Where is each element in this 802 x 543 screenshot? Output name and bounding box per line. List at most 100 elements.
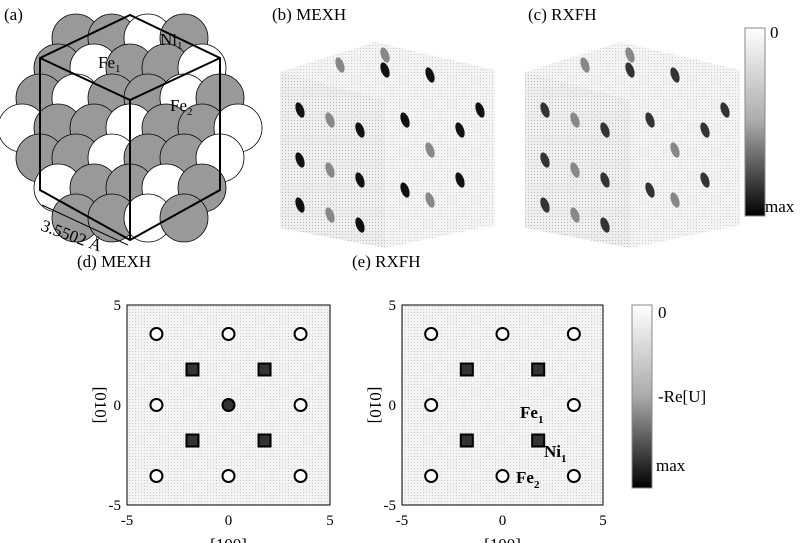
intensity-spot — [645, 112, 655, 128]
hologram-slice: (e) RXFH -5 5 0 0 5 -5 [100] [010] — [352, 252, 607, 543]
intensity-spot — [720, 102, 730, 118]
intensity-spot — [335, 57, 345, 73]
colorbar — [631, 304, 653, 489]
intensity-spot — [325, 112, 335, 128]
atom-marker — [566, 469, 581, 483]
panel-label: (b) MEXH — [272, 5, 346, 24]
atom — [159, 193, 209, 243]
intensity-spot — [570, 112, 580, 128]
intensity-spot — [600, 122, 610, 138]
crystal-model — [0, 13, 263, 246]
intensity-spot — [670, 192, 680, 208]
intensity-spot — [295, 197, 305, 213]
atom-marker — [221, 469, 236, 483]
atom-marker — [566, 398, 581, 412]
y-axis-label: [010] — [366, 387, 385, 424]
atom-marker — [293, 398, 308, 412]
x-tick-label: 5 — [326, 513, 334, 529]
intensity-spot — [295, 102, 305, 118]
atom-label: Ni1 — [544, 442, 567, 465]
intensity-spot — [700, 122, 710, 138]
atom-marker — [495, 469, 510, 483]
intensity-spot — [700, 172, 710, 188]
x-axis-label: [100] — [484, 535, 521, 543]
y-tick-label: 5 — [114, 298, 122, 314]
y-tick-label: 5 — [389, 298, 397, 314]
atom-marker — [531, 433, 546, 448]
intensity-spot — [355, 172, 365, 188]
intensity-spot — [380, 62, 390, 78]
colorbar — [744, 27, 766, 217]
x-tick-label: 0 — [225, 513, 233, 529]
atom-marker — [221, 398, 236, 412]
panel-label: (d) MEXH — [77, 252, 151, 271]
intensity-spot — [425, 192, 435, 208]
x-axis-label: [100] — [210, 535, 247, 543]
atom-marker — [149, 327, 164, 341]
colorbar-label: -Re[U] — [658, 387, 706, 406]
intensity-spot — [355, 217, 365, 233]
atom-marker — [149, 469, 164, 483]
hologram-slice: (d) MEXH -5 5 0 0 5 -5 [100] [010] — [77, 252, 334, 543]
cube-face — [280, 72, 385, 248]
intensity-spot — [580, 57, 590, 73]
intensity-spot — [645, 182, 655, 198]
x-tick-label: 0 — [499, 513, 507, 529]
x-tick-label: 5 — [599, 513, 607, 529]
intensity-spot — [540, 152, 550, 168]
hologram-cube — [280, 42, 495, 248]
atom-marker — [459, 433, 474, 448]
atom-marker — [293, 469, 308, 483]
y-tick-label: 0 — [114, 398, 122, 414]
intensity-spot — [625, 62, 635, 78]
intensity-spot — [400, 182, 410, 198]
intensity-spot — [670, 142, 680, 158]
y-axis-label: [010] — [91, 387, 110, 424]
colorbar-label: 0 — [658, 303, 667, 322]
intensity-spot — [400, 112, 410, 128]
atom-marker — [424, 327, 439, 341]
x-tick-label: -5 — [121, 513, 134, 529]
cube-face — [385, 70, 495, 248]
cube-face — [630, 70, 740, 248]
intensity-spot — [570, 162, 580, 178]
intensity-spot — [355, 122, 365, 138]
intensity-spot — [455, 172, 465, 188]
intensity-spot — [600, 172, 610, 188]
atom-marker — [257, 433, 272, 448]
intensity-spot — [295, 152, 305, 168]
panel-label: (c) RXFH — [528, 5, 596, 24]
intensity-spot — [425, 67, 435, 83]
y-tick-label: -5 — [384, 498, 397, 514]
colorbar-label: 0 — [770, 23, 779, 42]
intensity-spot — [600, 217, 610, 233]
intensity-spot — [540, 197, 550, 213]
unit-cell — [39, 13, 221, 242]
x-tick-label: -5 — [396, 513, 409, 529]
panel-label: (a) — [4, 5, 23, 24]
atom-marker — [221, 327, 236, 341]
colorbar-label: max — [656, 456, 686, 475]
atom-marker — [293, 327, 308, 341]
atom-marker — [149, 398, 164, 412]
intensity-spot — [325, 162, 335, 178]
dimension-arrow — [41, 204, 129, 246]
atom-marker — [424, 398, 439, 412]
panel-label: (e) RXFH — [352, 252, 420, 271]
intensity-spot — [670, 67, 680, 83]
atom-marker — [257, 362, 272, 377]
atom-marker — [566, 327, 581, 341]
atom-marker — [459, 362, 474, 377]
intensity-spot — [570, 207, 580, 223]
atom-label: Fe1 — [98, 53, 121, 75]
intensity-spot — [380, 47, 390, 63]
atom-label: Fe2 — [516, 468, 540, 491]
intensity-spot — [455, 122, 465, 138]
atom-marker — [185, 433, 200, 448]
y-tick-label: -5 — [109, 498, 122, 514]
atom-label: Fe2 — [170, 96, 193, 118]
intensity-spot — [625, 47, 635, 63]
atom-label: Ni1 — [160, 30, 183, 52]
intensity-spot — [325, 207, 335, 223]
